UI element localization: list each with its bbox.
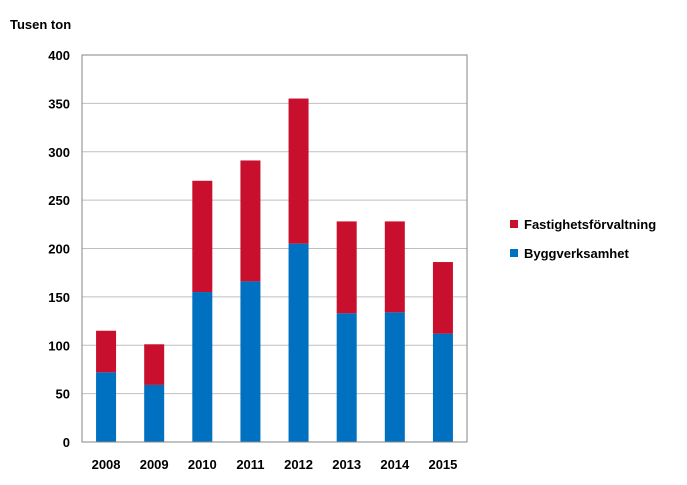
x-tick-label: 2009 [140,457,169,472]
legend: Fastighetsförvaltning Byggverksamhet [510,216,656,274]
legend-swatch [510,249,518,257]
bar-byggverksamhet-2012 [288,243,309,442]
x-tick-label: 2011 [236,457,264,472]
y-axis-title: Tusen ton [10,17,72,32]
bar-fastighetsförvaltning-2009 [144,344,165,385]
x-tick-label: 2015 [428,457,457,472]
bar-byggverksamhet-2015 [432,333,453,442]
x-tick-label: 2013 [332,457,361,472]
y-tick-label: 50 [56,387,70,402]
bar-byggverksamhet-2011 [240,281,261,442]
y-tick-label: 200 [48,242,70,257]
legend-label: Fastighetsförvaltning [524,216,657,232]
bar-fastighetsförvaltning-2013 [336,221,357,314]
bar-fastighetsförvaltning-2008 [96,330,117,373]
y-tick-label: 400 [48,48,70,63]
y-tick-label: 150 [48,290,70,305]
y-tick-label: 100 [48,338,70,353]
legend-item: Fastighetsförvaltning [510,216,656,232]
legend-swatch [510,220,518,228]
x-tick-label: 2008 [92,457,121,472]
x-tick-label: 2010 [188,457,217,472]
y-tick-label: 250 [48,193,70,208]
bar-fastighetsförvaltning-2015 [432,262,453,334]
bar-fastighetsförvaltning-2014 [384,221,405,313]
bar-byggverksamhet-2010 [192,292,213,442]
bar-byggverksamhet-2008 [96,372,117,442]
bar-byggverksamhet-2013 [336,313,357,442]
legend-item: Byggverksamhet [510,245,656,261]
bar-fastighetsförvaltning-2010 [192,180,213,293]
bar-byggverksamhet-2009 [144,384,165,442]
legend-label: Byggverksamhet [524,245,629,261]
bar-byggverksamhet-2014 [384,312,405,442]
y-tick-label: 350 [48,96,70,111]
y-tick-label: 0 [63,435,70,450]
x-tick-label: 2014 [380,457,410,472]
bar-fastighetsförvaltning-2011 [240,160,261,282]
x-tick-label: 2012 [284,457,313,472]
bar-fastighetsförvaltning-2012 [288,98,309,244]
y-tick-label: 300 [48,145,70,160]
